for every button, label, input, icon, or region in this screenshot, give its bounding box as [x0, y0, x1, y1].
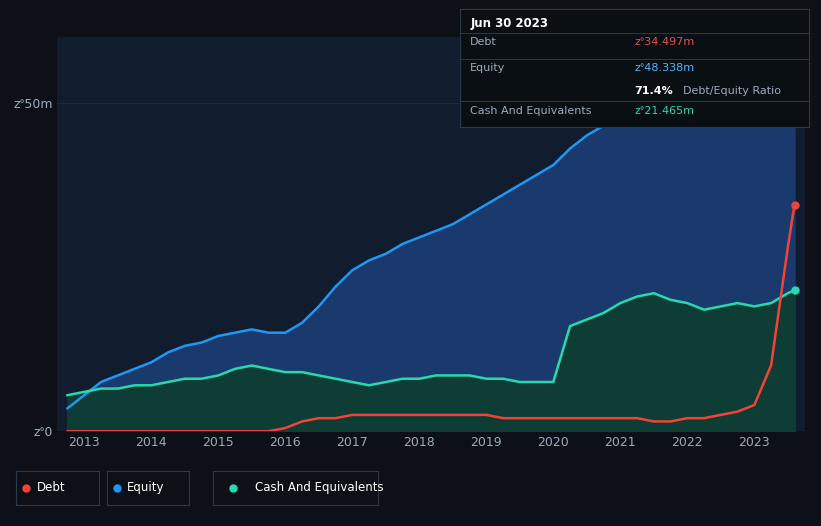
Text: Debt: Debt [37, 481, 66, 494]
Text: Cash And Equivalents: Cash And Equivalents [255, 481, 383, 494]
Text: zᐤ48.338m: zᐤ48.338m [635, 63, 695, 74]
Text: Jun 30 2023: Jun 30 2023 [470, 17, 548, 30]
Text: Equity: Equity [470, 63, 506, 74]
Text: Equity: Equity [127, 481, 165, 494]
Text: zᐤ21.465m: zᐤ21.465m [635, 106, 695, 116]
Text: 71.4%: 71.4% [635, 86, 673, 96]
Text: zᐤ34.497m: zᐤ34.497m [635, 37, 695, 47]
Text: Cash And Equivalents: Cash And Equivalents [470, 106, 592, 116]
Text: Debt: Debt [470, 37, 497, 47]
Text: Debt/Equity Ratio: Debt/Equity Ratio [683, 86, 781, 96]
